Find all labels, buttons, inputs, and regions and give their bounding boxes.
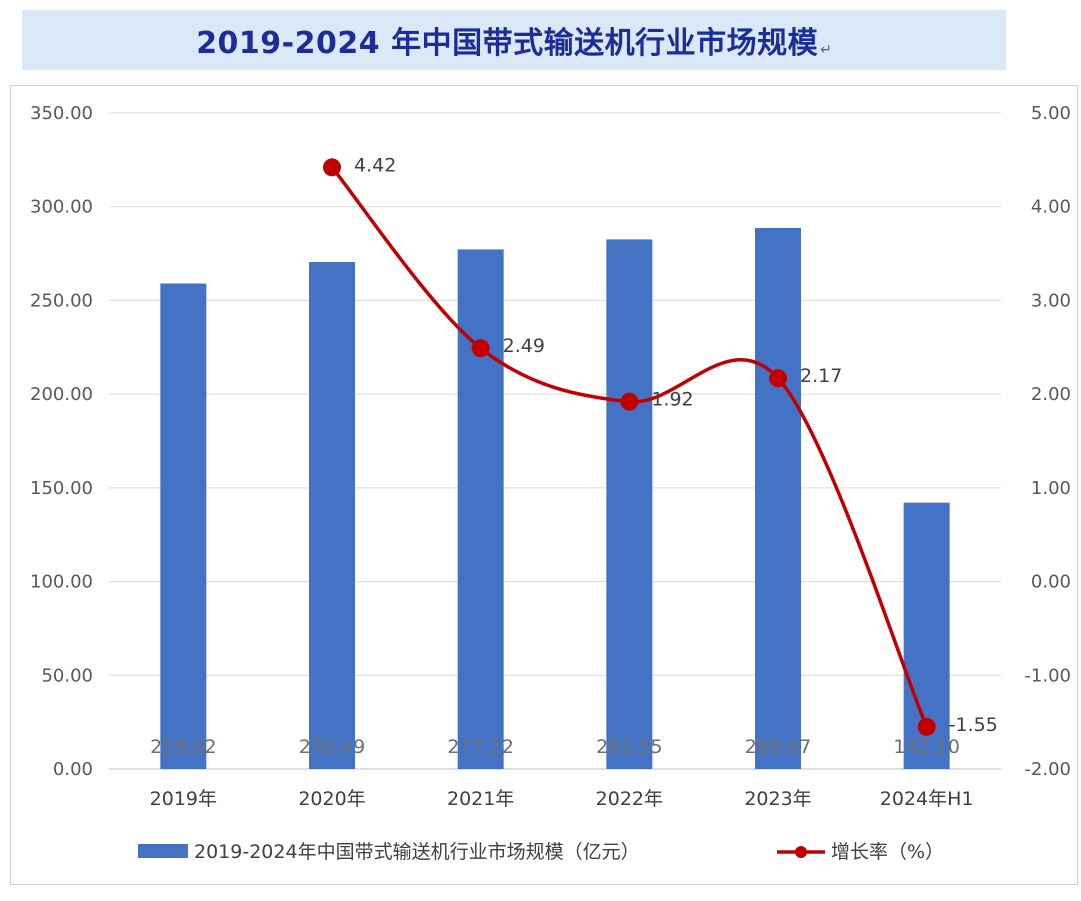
y-left-tick-label: 300.00 — [30, 197, 93, 218]
chart-title: 2019-2024 年中国带式输送机行业市场规模 — [196, 26, 819, 61]
y-right-tick-label: -1.00 — [1024, 665, 1071, 686]
bar — [755, 227, 801, 769]
bar — [457, 249, 504, 769]
y-right-tick-label: 5.00 — [1031, 103, 1071, 124]
growth-rate-point — [917, 717, 936, 736]
bar-value-label: 288.67 — [745, 736, 811, 758]
paragraph-mark: ↵ — [820, 42, 832, 58]
legend-bar-label: 2019-2024年中国带式输送机行业市场规模（亿元） — [194, 841, 640, 863]
x-tick-label: 2022年 — [596, 788, 663, 810]
combo-chart: 0.00 50.00 100.00 150.00 200.00 250.00 300.00 3… — [30, 103, 1071, 863]
title-band: 2019-2024 年中国带式输送机行业市场规模 ↵ — [22, 10, 1006, 70]
x-tick-label: 2020年 — [298, 788, 365, 810]
legend-line-label: 增长率（%） — [831, 841, 944, 863]
y-left-tick-label: 350.00 — [30, 103, 93, 124]
growth-rate-point — [620, 392, 639, 411]
y-left-tick-label: 200.00 — [30, 384, 93, 405]
y-left-tick-label: 100.00 — [30, 572, 93, 593]
x-tick-label: 2023年 — [744, 788, 811, 810]
x-tick-label: 2021年 — [447, 788, 514, 810]
bar-value-label: 270.49 — [299, 736, 365, 758]
bar — [160, 283, 207, 769]
growth-rate-label: -1.55 — [949, 714, 998, 736]
y-right-tick-label: 0.00 — [1031, 572, 1071, 593]
bar-value-label: 259.02 — [150, 736, 216, 758]
growth-rate-point — [769, 369, 787, 388]
chart-frame: 0.00 50.00 100.00 150.00 200.00 250.00 300.00 3… — [10, 85, 1078, 885]
y-right-tick-label: 4.00 — [1031, 197, 1071, 218]
growth-rate-point — [471, 339, 490, 358]
bar-value-label: 277.22 — [447, 736, 513, 758]
bar — [606, 239, 653, 769]
y-left-tick-label: 250.00 — [30, 290, 93, 311]
y-right-tick-label: 3.00 — [1031, 290, 1071, 311]
bar — [309, 262, 355, 769]
x-tick-label: 2019年 — [150, 788, 217, 810]
growth-rate-line — [330, 166, 929, 728]
legend-bar-swatch — [138, 844, 188, 858]
y-right-tick-label: -2.00 — [1024, 759, 1071, 780]
y-right-tick-label: 2.00 — [1031, 384, 1071, 405]
y-right-tick-label: 1.00 — [1031, 478, 1071, 499]
growth-rate-label: 1.92 — [651, 389, 693, 411]
legend-line-marker — [795, 846, 807, 858]
growth-rate-label: 2.17 — [800, 365, 842, 387]
growth-rate-label: 2.49 — [503, 335, 545, 357]
y-left-tick-label: 0.00 — [53, 759, 93, 780]
bar-value-label: 282.55 — [596, 736, 662, 758]
y-left-tick-label: 50.00 — [41, 665, 93, 686]
x-tick-label: 2024年H1 — [880, 788, 974, 810]
bar-value-label: 142.10 — [893, 736, 959, 758]
growth-rate-point — [323, 158, 341, 177]
growth-rate-label: 4.42 — [354, 154, 396, 176]
y-left-tick-label: 150.00 — [30, 478, 93, 499]
